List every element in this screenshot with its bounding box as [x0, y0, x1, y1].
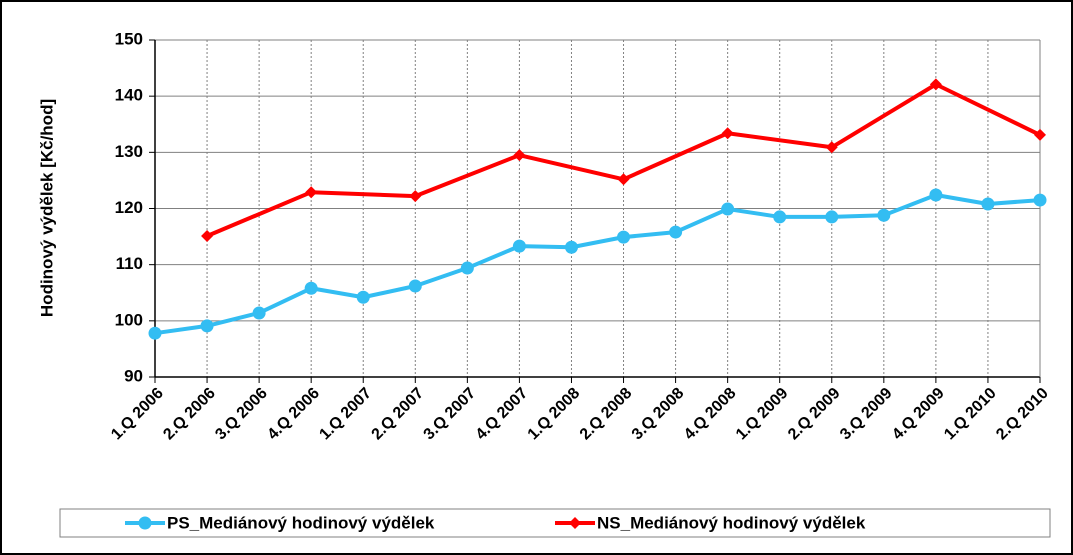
point: [721, 127, 734, 140]
y-tick-label: 100: [115, 310, 143, 329]
y-tick-label: 110: [116, 254, 143, 273]
point: [409, 190, 422, 203]
point: [512, 239, 526, 253]
point: [617, 173, 630, 186]
point: [825, 141, 838, 154]
point: [1033, 193, 1047, 207]
point: [929, 78, 942, 91]
point: [877, 208, 891, 222]
point: [721, 202, 735, 216]
legend-marker: [138, 516, 152, 530]
point: [825, 210, 839, 224]
series-line: [154, 193, 1041, 336]
legend-marker: [569, 517, 581, 529]
point: [929, 188, 943, 202]
point: [304, 281, 318, 295]
y-tick-label: 120: [115, 198, 143, 217]
legend-label: PS_Mediánový hodinový výdělek: [167, 513, 435, 532]
y-tick-label: 140: [115, 86, 143, 105]
y-tick-label: 90: [124, 366, 143, 385]
point: [356, 290, 370, 304]
point: [617, 230, 631, 244]
point: [564, 240, 578, 254]
point: [252, 306, 266, 320]
point: [513, 149, 526, 162]
point: [981, 197, 995, 211]
y-axis-title: Hodinový výdělek [Kč/hod]: [37, 99, 56, 317]
point: [460, 261, 474, 275]
point: [200, 319, 214, 333]
point: [1034, 128, 1046, 141]
point: [669, 225, 683, 239]
point: [408, 279, 422, 293]
point: [773, 210, 787, 224]
legend-label: NS_Mediánový hodinový výdělek: [597, 513, 866, 532]
point: [305, 186, 318, 199]
y-tick-label: 130: [115, 142, 143, 161]
point: [201, 230, 214, 243]
y-tick-label: 150: [115, 29, 143, 48]
point: [148, 326, 162, 340]
